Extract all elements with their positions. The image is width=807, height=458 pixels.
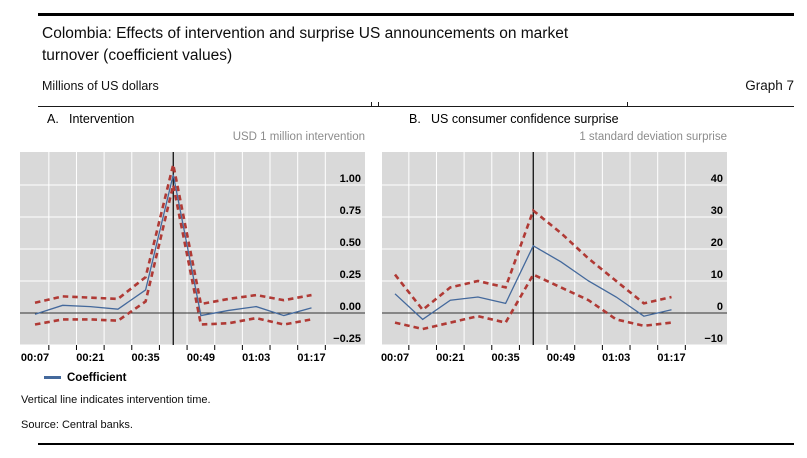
x-tick-label: 00:07 — [381, 352, 409, 364]
panel-b-chart: 40 30 20 10 0 −10 00:07 00:21 00:35 00:49 01:03 01:… — [381, 152, 727, 364]
coefficient-line-swatch — [44, 376, 61, 379]
panel-a-unit-note: USD 1 million intervention — [232, 131, 365, 143]
x-tick-label: 01:17 — [657, 352, 685, 364]
coefficient-line — [394, 244, 672, 321]
y-tick-label: 0.00 — [340, 301, 361, 313]
header-rule — [38, 106, 794, 107]
panel-b-letter: B. — [409, 112, 421, 126]
graph-number: Graph 7 — [745, 78, 794, 93]
page-title: Colombia: Effects of intervention and su… — [42, 25, 569, 64]
legend-label: Coefficient — [67, 371, 127, 384]
coefficient-line — [34, 174, 312, 317]
confidence-band-line — [393, 208, 672, 312]
x-tick-label: 01:17 — [297, 352, 325, 364]
y-tick-label: 0 — [717, 301, 723, 313]
y-tick-label: 20 — [711, 237, 723, 249]
units-label: Millions of US dollars — [42, 79, 159, 93]
panel-b-title: B. US consumer confidence surprise — [409, 112, 619, 126]
x-tick-label: 00:21 — [76, 352, 104, 364]
panel-a-title-text: Intervention — [69, 112, 135, 126]
panel-a-title: A. Intervention — [47, 112, 134, 126]
footnote-source: Source: Central banks. — [21, 419, 133, 431]
y-tick-label: 40 — [711, 173, 723, 185]
panel-a-letter: A. — [47, 112, 59, 126]
x-tick-label: 00:49 — [547, 352, 575, 364]
x-tick-label: 00:49 — [187, 352, 215, 364]
y-tick-label: 0.50 — [340, 237, 361, 249]
y-tick-label: −10 — [704, 333, 723, 345]
y-tick-label: 10 — [711, 269, 723, 281]
x-tick-label: 00:21 — [436, 352, 464, 364]
legend: Coefficient — [44, 371, 126, 384]
y-tick-label: 30 — [711, 205, 723, 217]
column-divider-tick — [371, 102, 372, 107]
x-tick-label: 00:07 — [21, 352, 49, 364]
top-rule — [38, 13, 794, 16]
y-tick-label: −0.25 — [333, 333, 361, 345]
panel-a-chart: 1.00 0.75 0.50 0.25 0.00 −0.25 00:07 00:21 00:35… — [20, 152, 365, 364]
x-tick-label: 00:35 — [132, 352, 160, 364]
y-tick-label: 0.25 — [340, 269, 361, 281]
column-divider-tick — [378, 102, 379, 107]
x-tick-label: 01:03 — [602, 352, 630, 364]
column-divider-tick — [627, 102, 628, 107]
y-tick-label: 1.00 — [340, 173, 361, 185]
x-tick-label: 00:35 — [492, 352, 520, 364]
footnote-vertical-line: Vertical line indicates intervention tim… — [21, 394, 211, 406]
x-tick-label: 01:03 — [242, 352, 270, 364]
bottom-rule — [38, 443, 794, 445]
panel-b-unit-note: 1 standard deviation surprise — [579, 131, 727, 143]
y-tick-label: 0.75 — [340, 205, 361, 217]
panel-b-title-text: US consumer confidence surprise — [431, 112, 619, 126]
